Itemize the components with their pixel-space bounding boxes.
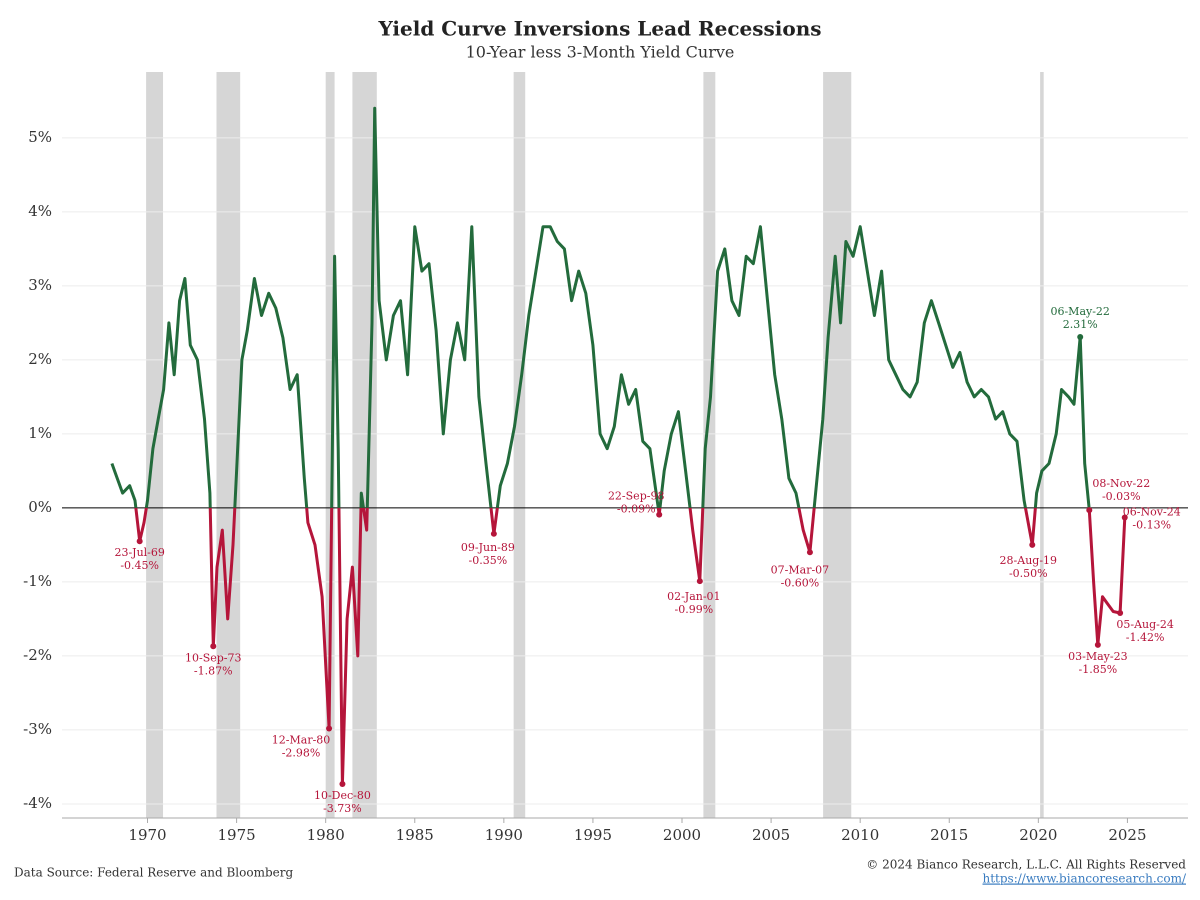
annotation-dot xyxy=(696,578,703,585)
chart-subtitle: 10-Year less 3-Month Yield Curve xyxy=(466,43,735,62)
annotation-value: -1.85% xyxy=(1079,663,1118,676)
y-tick-label: 0% xyxy=(28,498,52,516)
y-tick-label: 3% xyxy=(28,276,52,294)
annotation-dot xyxy=(1094,641,1101,648)
x-tick-label: 1985 xyxy=(396,826,434,844)
annotation-date: 10-Sep-73 xyxy=(185,651,242,664)
annotation-dot xyxy=(1077,333,1084,340)
annotation-date: 06-Nov-24 xyxy=(1123,506,1181,519)
annotation-date: 08-Nov-22 xyxy=(1092,477,1150,490)
annotation-date: 03-May-23 xyxy=(1068,650,1127,663)
x-tick-label: 1975 xyxy=(218,826,256,844)
source: Data Source: Federal Reserve and Bloombe… xyxy=(14,866,293,880)
annotation-date: 23-Jul-69 xyxy=(114,546,164,559)
x-tick-label: 2015 xyxy=(930,826,968,844)
x-tick-label: 2005 xyxy=(752,826,790,844)
annotation-dot xyxy=(326,725,333,732)
annotation-value: -0.60% xyxy=(781,576,820,589)
annotation-dot xyxy=(656,511,663,518)
url[interactable]: https://www.biancoresearch.com/ xyxy=(982,872,1186,886)
annotation-dot xyxy=(1086,507,1093,514)
annotation-value: -0.35% xyxy=(469,554,508,567)
y-tick-label: 1% xyxy=(28,424,52,442)
recession-band xyxy=(1040,72,1044,818)
yield-line-below xyxy=(134,507,1127,786)
y-tick-label: -4% xyxy=(23,794,52,812)
recession-band xyxy=(325,72,335,818)
y-tick-label: 5% xyxy=(28,128,52,146)
x-tick-label: 1980 xyxy=(307,826,345,844)
y-tick-label: 2% xyxy=(28,350,52,368)
annotation-date: 09-Jun-89 xyxy=(461,541,515,554)
annotation-dot xyxy=(1029,541,1036,548)
annotation-dot xyxy=(1117,609,1124,616)
annotation-value: -0.45% xyxy=(120,559,159,572)
annotation-value: -0.99% xyxy=(674,603,713,616)
annotation-value: -2.98% xyxy=(282,746,321,759)
annotation-date: 28-Aug-19 xyxy=(1000,554,1058,567)
x-tick-label: 2025 xyxy=(1108,826,1146,844)
recession-band xyxy=(823,72,852,818)
annotation-date: 06-May-22 xyxy=(1050,305,1109,318)
y-tick-label: -3% xyxy=(23,720,52,738)
x-tick-label: 2020 xyxy=(1019,826,1057,844)
annotation-value: -0.13% xyxy=(1132,519,1171,532)
x-tick-label: 2000 xyxy=(663,826,701,844)
recession-band xyxy=(513,72,526,818)
y-tick-label: -2% xyxy=(23,646,52,664)
annotation-date: 02-Jan-01 xyxy=(667,590,720,603)
annotation-value: -1.42% xyxy=(1126,631,1165,644)
annotation-date: 10-Dec-80 xyxy=(314,789,371,802)
chart-title: Yield Curve Inversions Lead Recessions xyxy=(377,17,821,41)
x-tick-label: 1990 xyxy=(485,826,523,844)
x-tick-label: 2010 xyxy=(841,826,879,844)
annotation-dot xyxy=(1121,514,1128,521)
annotation-date: 07-Mar-07 xyxy=(771,563,830,576)
yield-line-above xyxy=(110,106,1091,508)
y-tick-label: -1% xyxy=(23,572,52,590)
annotation-dot xyxy=(490,530,497,537)
annotation-date: 12-Mar-80 xyxy=(272,733,331,746)
x-tick-label: 1970 xyxy=(128,826,166,844)
x-tick-label: 1995 xyxy=(574,826,612,844)
annotation-value: -0.09% xyxy=(617,503,656,516)
annotation-date: 05-Aug-24 xyxy=(1116,618,1174,631)
annotation-dot xyxy=(210,643,217,650)
annotation-date: 22-Sep-98 xyxy=(608,490,665,503)
annotation-value: -0.50% xyxy=(1009,567,1048,580)
annotation-dot xyxy=(339,780,346,787)
recession-band xyxy=(216,72,241,818)
annotation-value: -1.87% xyxy=(194,664,233,677)
copyright: © 2024 Bianco Research, L.L.C. All Right… xyxy=(866,858,1186,872)
annotation-dot xyxy=(136,538,143,545)
recession-band xyxy=(703,72,716,818)
annotation-dot xyxy=(806,549,813,556)
annotation-value: -3.73% xyxy=(323,802,362,815)
y-tick-label: 4% xyxy=(28,202,52,220)
annotation-value: 2.31% xyxy=(1063,318,1098,331)
annotation-value: -0.03% xyxy=(1102,490,1141,503)
